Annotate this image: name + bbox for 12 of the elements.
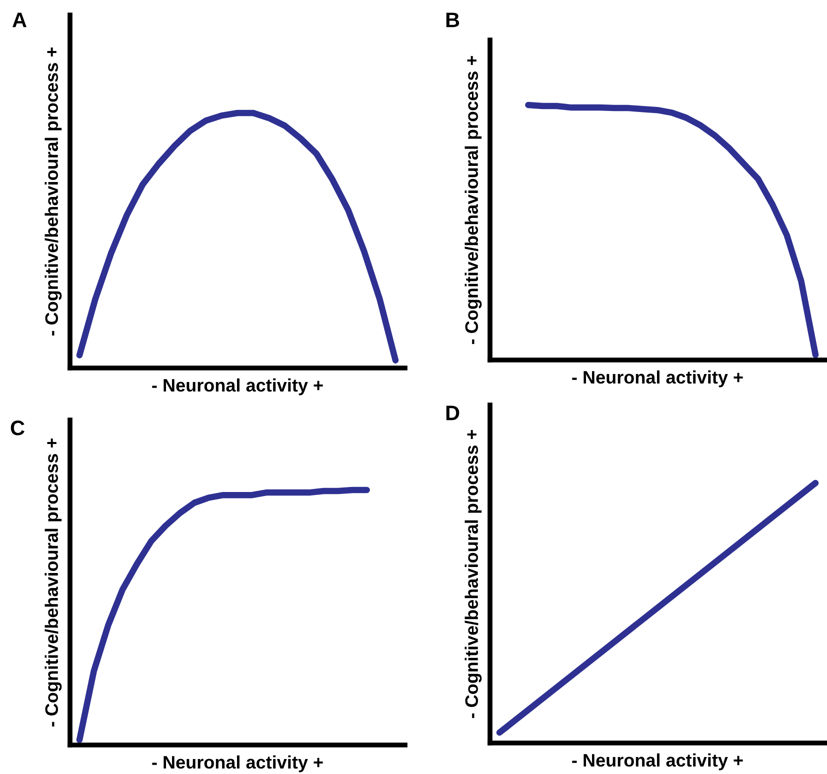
x-axis-title: - Neuronal activity + [572, 370, 743, 388]
y-axis-title: - Cognitive/behavioural process + [44, 438, 62, 727]
x-axis-title: - Neuronal activity + [152, 755, 323, 772]
chart-title: A [12, 12, 26, 28]
y-axis-title: - Cognitive/behavioural process + [464, 56, 482, 344]
chart-title: D [446, 406, 460, 420]
y-axis-title: - Cognitive/behavioural process + [464, 430, 482, 718]
x-axis-title: - Neuronal activity + [572, 753, 743, 770]
y-axis-title: - Cognitive/behavioural process + [44, 47, 62, 336]
chart-title: B [446, 12, 460, 28]
chart-title: C [10, 420, 24, 436]
x-axis-title: - Neuronal activity + [152, 378, 323, 396]
